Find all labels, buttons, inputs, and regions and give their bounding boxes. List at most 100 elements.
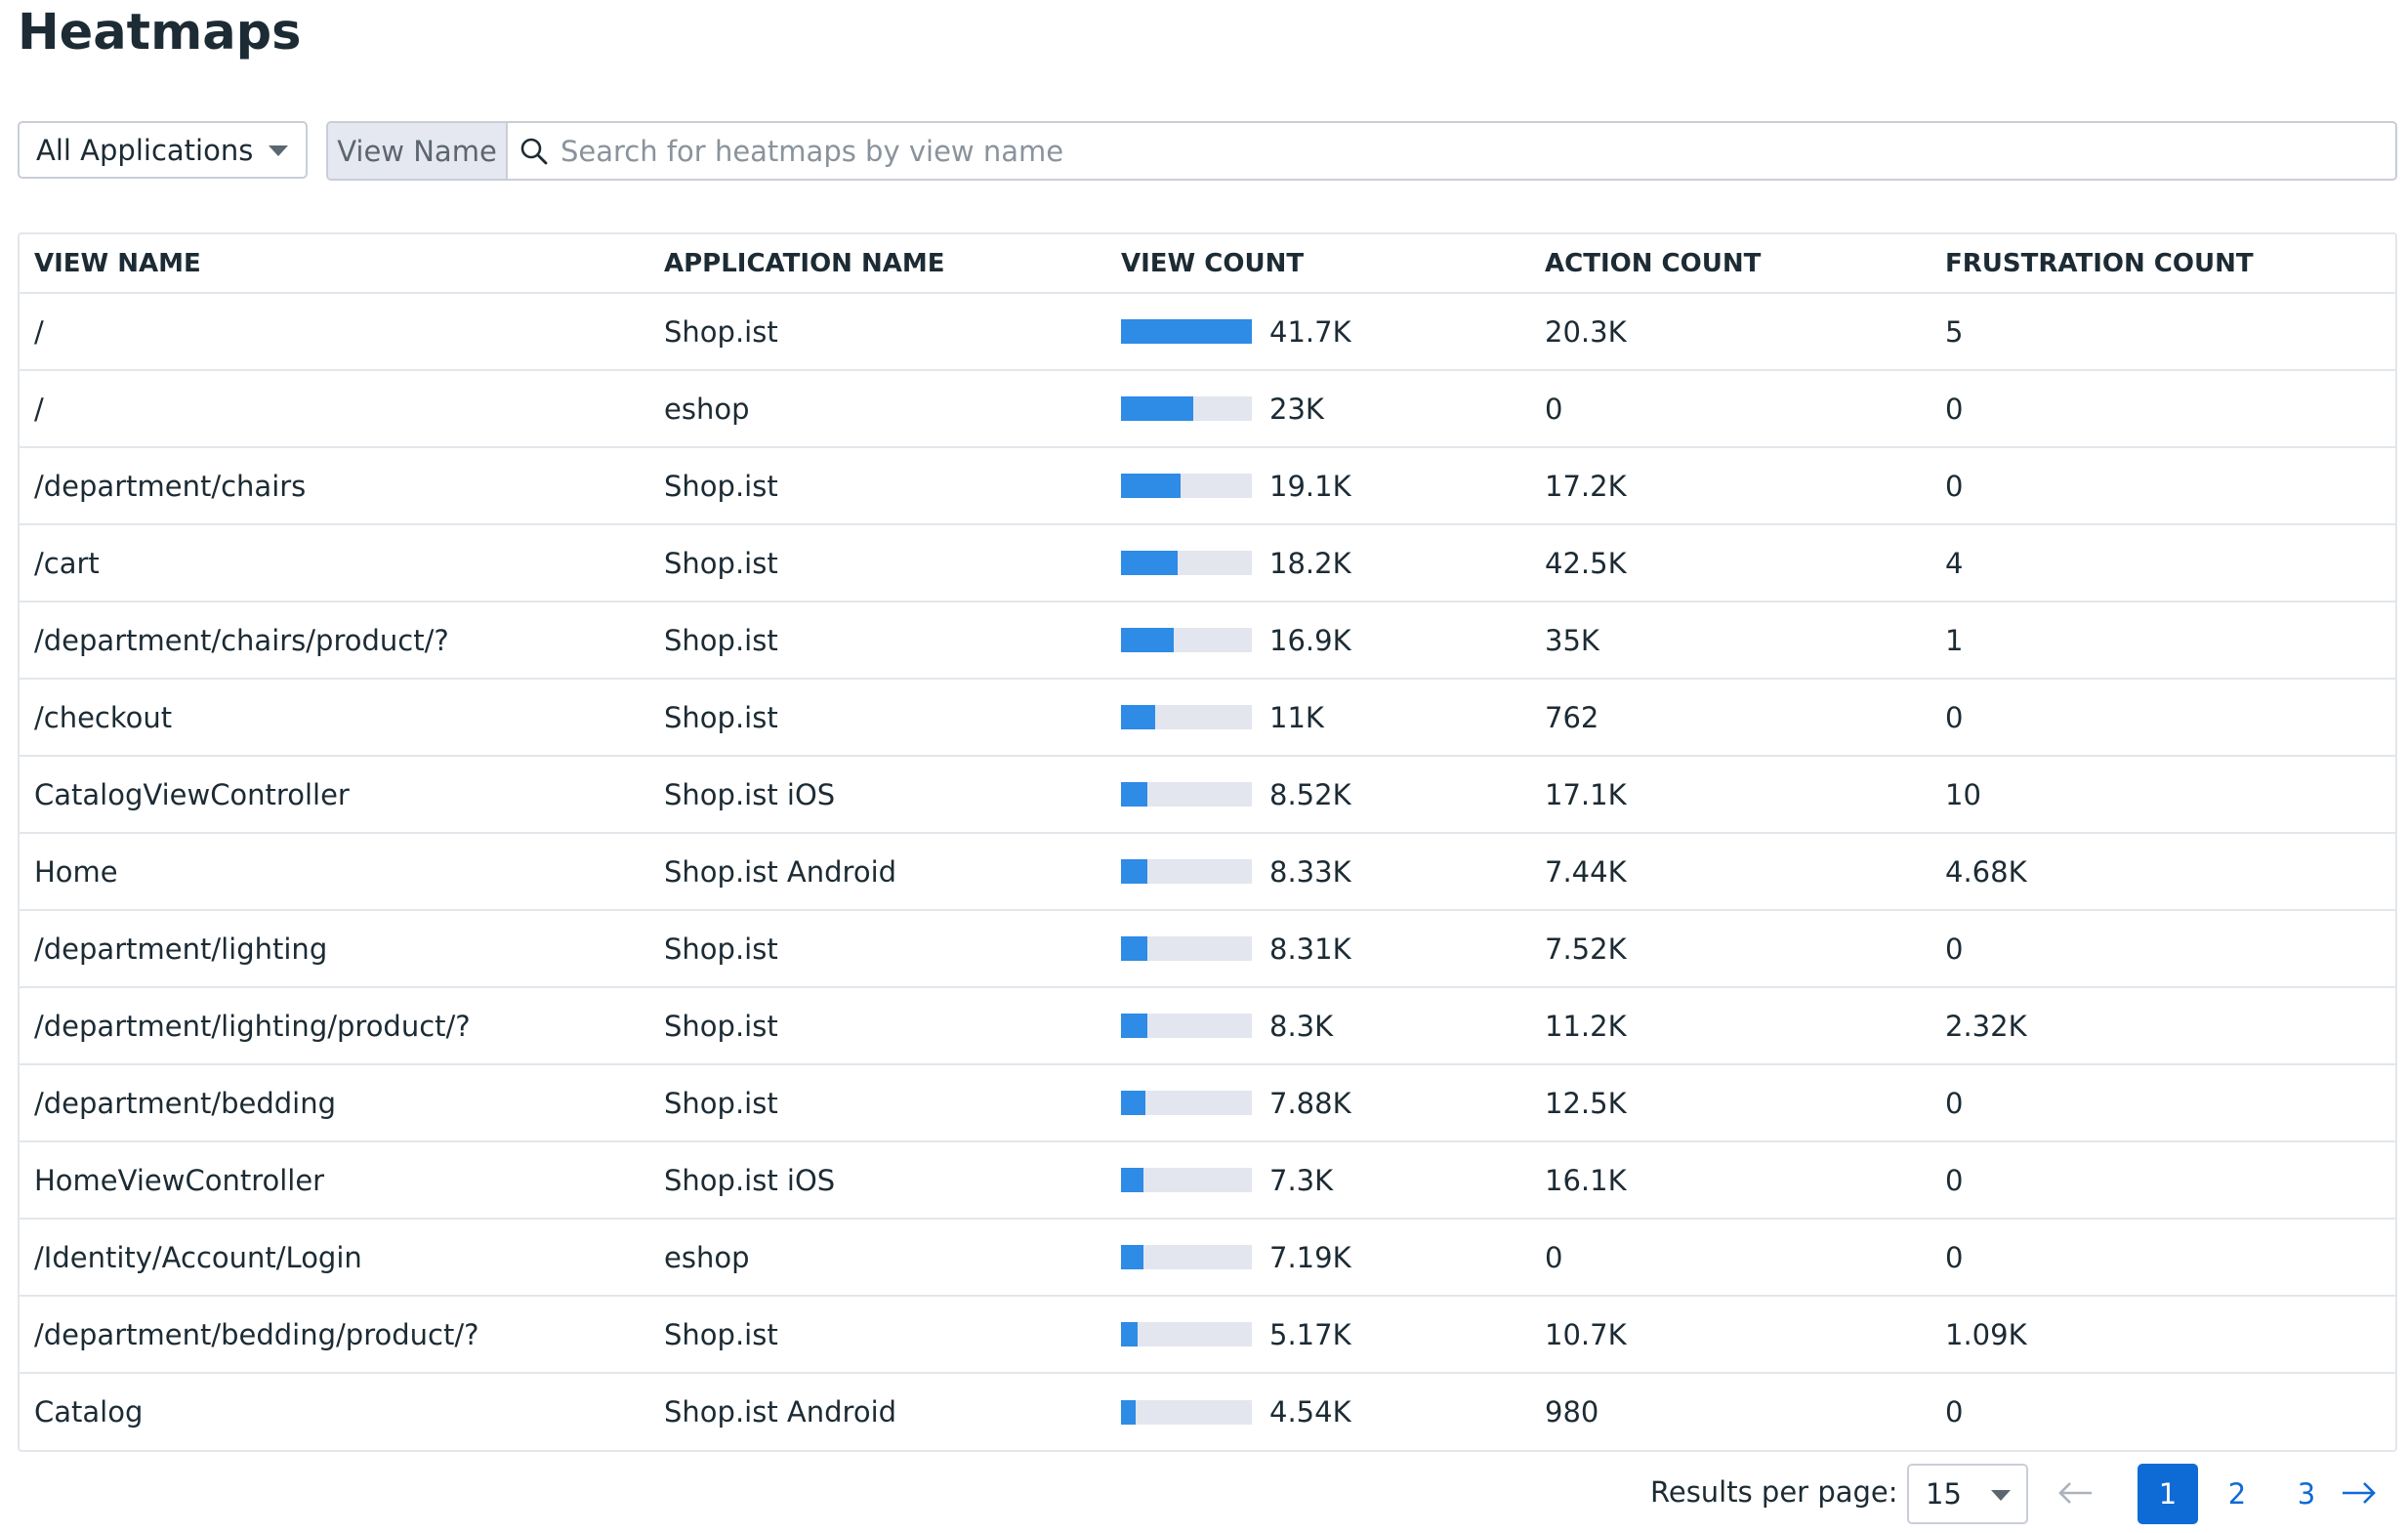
- application-name-cell: Shop.ist: [649, 1296, 1106, 1374]
- view-count-value: 4.54K: [1269, 1395, 1351, 1429]
- frustration-count-cell: 4.68K: [1931, 833, 2395, 911]
- view-name-cell: Catalog: [34, 1395, 144, 1429]
- view-count-bar-track: [1121, 1322, 1252, 1347]
- view-name-search: View Name: [326, 121, 2397, 181]
- action-count-cell: 7.52K: [1530, 910, 1931, 988]
- view-count-cell: 23K: [1106, 370, 1530, 448]
- view-name-cell: /cart: [20, 524, 649, 602]
- action-count-cell: 10.7K: [1530, 1296, 1931, 1374]
- view-count-bar-fill: [1121, 1322, 1138, 1347]
- search-prefix-label: View Name: [328, 123, 508, 179]
- table-row[interactable]: Catalog Shop.ist Android 4.54K 980 0: [20, 1373, 2395, 1450]
- header-view-count[interactable]: VIEW COUNT: [1106, 234, 1530, 294]
- view-count-bar-track: [1121, 1091, 1252, 1115]
- view-count-value: 5.17K: [1269, 1317, 1351, 1351]
- view-count-bar-fill: [1121, 1245, 1144, 1269]
- view-name-cell: CatalogViewController: [20, 756, 649, 834]
- header-view-name[interactable]: VIEW NAME: [20, 234, 649, 294]
- action-count-cell: 0: [1530, 370, 1931, 448]
- search-input[interactable]: [560, 123, 2395, 179]
- results-per-page-select[interactable]: 15: [1907, 1464, 2028, 1524]
- application-name-cell: Shop.ist: [649, 524, 1106, 602]
- view-count-bar-track: [1121, 936, 1252, 961]
- view-count-bar-fill: [1121, 1168, 1144, 1192]
- view-count-cell: 8.33K: [1106, 833, 1530, 911]
- table-row[interactable]: CatalogViewController Shop.ist iOS 8.52K 17…: [20, 756, 2395, 834]
- view-count-bar-track: [1121, 551, 1252, 575]
- view-count-bar-track: [1121, 1245, 1252, 1269]
- heatmaps-table: VIEW NAME APPLICATION NAME VIEW COUNT AC…: [18, 232, 2397, 1452]
- view-count-bar-fill: [1121, 936, 1147, 961]
- view-name-cell: /department/bedding/product/?: [20, 1296, 649, 1374]
- table-row[interactable]: /department/chairs Shop.ist 19.1K 17.2K 0: [20, 447, 2395, 525]
- table-header-row: VIEW NAME APPLICATION NAME VIEW COUNT AC…: [20, 234, 2395, 294]
- view-count-bar-fill: [1121, 1091, 1146, 1115]
- frustration-count-cell: 2.32K: [1931, 987, 2395, 1065]
- application-select-value: All Applications: [36, 133, 254, 167]
- view-count-bar-fill: [1121, 396, 1193, 421]
- table-row[interactable]: Home Shop.ist Android 8.33K 7.44K 4.68K: [20, 833, 2395, 911]
- frustration-count-cell: 5: [1931, 293, 2395, 371]
- view-count-value: 11K: [1269, 700, 1324, 734]
- header-application-name[interactable]: APPLICATION NAME: [649, 234, 1106, 294]
- view-count-value: 7.19K: [1269, 1240, 1351, 1274]
- caret-down-icon: [1991, 1490, 2011, 1501]
- page-title: Heatmaps: [18, 4, 302, 62]
- view-count-bar-fill: [1121, 474, 1182, 498]
- table-row[interactable]: /Identity/Account/Login eshop 7.19K 0 0: [20, 1219, 2395, 1297]
- table-row[interactable]: /department/chairs/product/? Shop.ist 16.9…: [20, 601, 2395, 680]
- view-count-bar-track: [1121, 705, 1252, 729]
- view-name-cell: HomeViewController: [20, 1141, 649, 1220]
- frustration-count-cell: 0: [1931, 910, 2395, 988]
- table-row[interactable]: /department/bedding Shop.ist 7.88K 12.5K 0: [20, 1064, 2395, 1142]
- application-name-cell: Shop.ist: [649, 293, 1106, 371]
- table-row[interactable]: /cart Shop.ist 18.2K 42.5K 4: [20, 524, 2395, 602]
- page-button-3[interactable]: 3: [2297, 1477, 2316, 1511]
- view-count-cell: 16.9K: [1106, 601, 1530, 680]
- application-name-cell: Shop.ist: [649, 447, 1106, 525]
- frustration-count-cell: 0: [1931, 1141, 2395, 1220]
- table-row[interactable]: /checkout Shop.ist 11K 762 0: [20, 679, 2395, 757]
- application-name-cell: Shop.ist: [649, 679, 1106, 757]
- view-count-cell: 18.2K: [1106, 524, 1530, 602]
- table-row[interactable]: / Shop.ist 41.7K 20.3K 5: [20, 293, 2395, 371]
- table-row[interactable]: / eshop 23K 0 0: [20, 370, 2395, 448]
- view-count-bar-track: [1121, 628, 1252, 652]
- table-row[interactable]: HomeViewController Shop.ist iOS 7.3K 16.1K 0: [20, 1141, 2395, 1220]
- frustration-count-cell: 0: [1931, 1219, 2395, 1297]
- application-select[interactable]: All Applications: [18, 121, 308, 179]
- view-count-bar-track: [1121, 474, 1252, 498]
- frustration-count-cell: 0: [1945, 1395, 1964, 1429]
- view-count-bar-fill: [1121, 1399, 1136, 1425]
- view-count-value: 8.3K: [1269, 1009, 1334, 1043]
- frustration-count-cell: 4: [1931, 524, 2395, 602]
- view-name-cell: /department/lighting: [20, 910, 649, 988]
- view-name-cell: /department/lighting/product/?: [20, 987, 649, 1065]
- view-count-value: 8.52K: [1269, 777, 1351, 811]
- application-name-cell: eshop: [649, 1219, 1106, 1297]
- frustration-count-cell: 0: [1931, 679, 2395, 757]
- search-icon: [508, 123, 560, 179]
- page-button-1[interactable]: 1: [2138, 1464, 2198, 1524]
- action-count-cell: 35K: [1530, 601, 1931, 680]
- table-row[interactable]: /department/bedding/product/? Shop.ist 5.1…: [20, 1296, 2395, 1374]
- view-count-bar-fill: [1121, 859, 1147, 884]
- view-count-cell: 8.52K: [1106, 756, 1530, 834]
- header-frustration-count[interactable]: FRUSTRATION COUNT: [1931, 234, 2395, 294]
- view-count-value: 19.1K: [1269, 469, 1351, 503]
- view-count-bar-track: [1121, 319, 1252, 344]
- header-action-count[interactable]: ACTION COUNT: [1530, 234, 1931, 294]
- table-row[interactable]: /department/lighting/product/? Shop.ist 8.…: [20, 987, 2395, 1065]
- application-name-cell: Shop.ist: [649, 910, 1106, 988]
- page-button-2[interactable]: 2: [2227, 1477, 2247, 1511]
- next-page-arrow-icon[interactable]: [2337, 1471, 2380, 1514]
- view-count-cell: 11K: [1106, 679, 1530, 757]
- view-count-bar-track: [1121, 782, 1252, 807]
- view-name-cell: /department/chairs: [20, 447, 649, 525]
- prev-page-arrow-icon[interactable]: [2055, 1471, 2097, 1514]
- view-count-cell: 5.17K: [1106, 1296, 1530, 1374]
- view-name-cell: /Identity/Account/Login: [20, 1219, 649, 1297]
- table-row[interactable]: /department/lighting Shop.ist 8.31K 7.52K 0: [20, 910, 2395, 988]
- action-count-cell: 11.2K: [1530, 987, 1931, 1065]
- results-per-page-label: Results per page:: [1650, 1475, 1898, 1509]
